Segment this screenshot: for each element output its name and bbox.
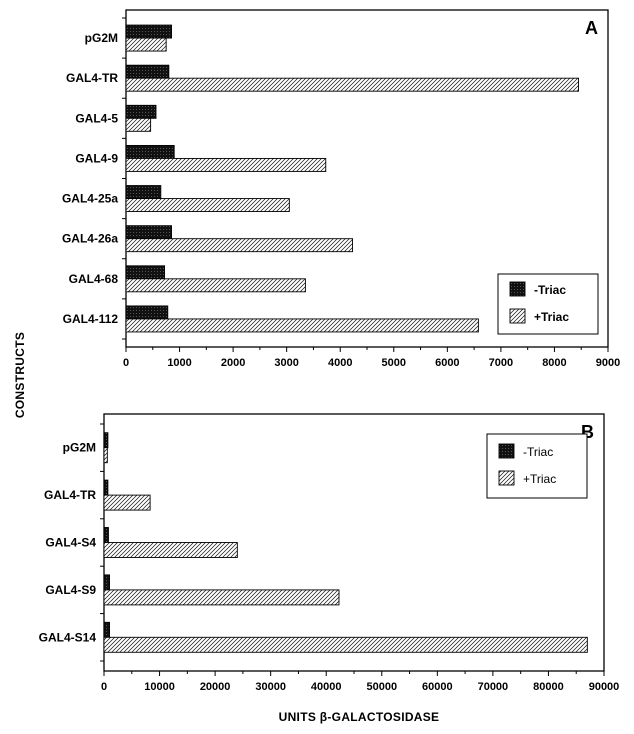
bar-plus-triac: [125, 37, 167, 52]
bar-plus-triac: [103, 447, 108, 464]
category-label: GAL4-25a: [62, 192, 118, 206]
x-tick-label: 90000: [589, 681, 620, 693]
legend-swatch-plus-triac: [498, 470, 515, 486]
panel-label: A: [585, 18, 598, 38]
legend-swatch-plus-triac: [509, 308, 526, 324]
category-label: GAL4-TR: [44, 488, 96, 502]
x-axis-label: UNITS β-GALACTOSIDASE: [279, 710, 440, 724]
bar-minus-triac: [125, 305, 169, 320]
panel-a-chart: pG2M GAL4-TR GAL4-5 GAL4-9 GAL4-25a GAL4-26a G…: [62, 9, 620, 369]
bar-minus-triac: [125, 265, 166, 280]
bar-minus-triac: [125, 225, 172, 240]
bar-minus-triac: [103, 527, 109, 543]
bar-plus-triac: [103, 589, 340, 606]
x-tick-label: 0: [123, 357, 129, 369]
x-tick-label: 80000: [533, 681, 564, 693]
legend-label-plus-triac: +Triac: [523, 472, 556, 486]
bar-plus-triac: [125, 198, 290, 213]
legend-swatch-minus-triac: [509, 281, 526, 297]
legend-label-minus-triac: -Triac: [534, 283, 566, 297]
bar-plus-triac: [125, 278, 306, 293]
bar-minus-triac: [125, 64, 170, 79]
legend-label-minus-triac: -Triac: [523, 445, 553, 459]
legend: -Triac +Triac: [497, 273, 599, 335]
x-tick-label: 6000: [435, 357, 459, 369]
x-tick-label: 9000: [596, 357, 620, 369]
legend-label-plus-triac: +Triac: [534, 310, 569, 324]
bar-plus-triac: [103, 542, 238, 558]
category-label: pG2M: [63, 441, 96, 455]
bar-plus-triac: [125, 318, 479, 333]
x-tick-label: 1000: [167, 357, 191, 369]
x-tick-label: 10000: [144, 681, 175, 693]
bar-plus-triac: [125, 238, 353, 253]
y-axis-label: CONSTRUCTS: [13, 332, 27, 418]
x-tick-label: 3000: [274, 357, 298, 369]
bar-plus-triac: [125, 117, 152, 132]
category-label: GAL4-S14: [39, 630, 97, 644]
category-label: GAL4-112: [63, 312, 119, 326]
category-label: GAL4-S9: [45, 583, 96, 597]
bar-minus-triac: [125, 24, 172, 39]
bar-plus-triac: [103, 636, 588, 653]
legend-swatch-minus-triac: [498, 443, 515, 459]
x-tick-label: 30000: [255, 681, 286, 693]
x-tick-label: 40000: [311, 681, 342, 693]
x-tick-label: 70000: [478, 681, 509, 693]
bar-plus-triac: [125, 77, 579, 92]
x-tick-label: 0: [101, 681, 107, 693]
x-tick-label: 60000: [422, 681, 453, 693]
bar-minus-triac: [103, 621, 111, 638]
category-label: GAL4-9: [75, 151, 118, 165]
bar-minus-triac: [103, 432, 109, 449]
x-tick-label: 7000: [489, 357, 513, 369]
category-label: GAL4-5: [75, 111, 118, 125]
x-tick-label: 50000: [366, 681, 397, 693]
category-label: pG2M: [85, 31, 118, 45]
x-tick-label: 4000: [328, 357, 352, 369]
x-tick-label: 5000: [382, 357, 406, 369]
bar-minus-triac: [125, 185, 162, 200]
category-label: GAL4-68: [69, 272, 119, 286]
bar-plus-triac: [125, 157, 327, 172]
bar-minus-triac: [125, 104, 157, 119]
category-label: GAL4-S4: [45, 536, 96, 550]
bar-minus-triac: [125, 144, 175, 159]
x-tick-label: 20000: [200, 681, 231, 693]
bar-minus-triac: [103, 574, 111, 591]
category-label: GAL4-26a: [62, 232, 118, 246]
legend: -Triac +Triac: [486, 433, 588, 499]
category-label: GAL4-TR: [66, 71, 118, 85]
panel-b-chart: pG2M GAL4-TR GAL4-S4 GAL4-S9 GAL4-S14 0 10000 2…: [39, 413, 620, 693]
x-tick-label: 8000: [542, 357, 566, 369]
x-tick-label: 2000: [221, 357, 245, 369]
bar-plus-triac: [103, 494, 151, 511]
bar-minus-triac: [103, 479, 109, 496]
